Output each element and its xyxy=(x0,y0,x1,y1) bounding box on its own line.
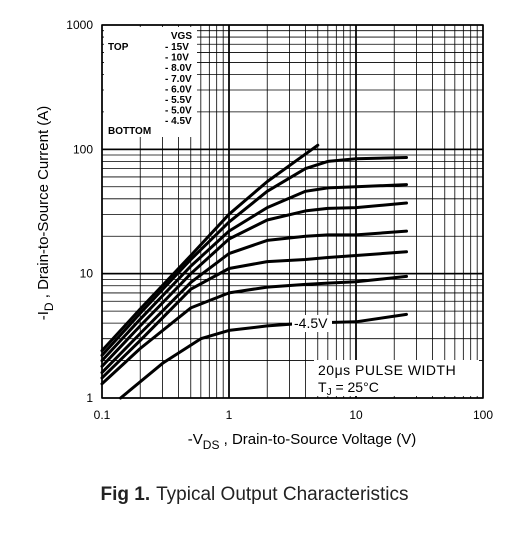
legend-header: VGS xyxy=(171,31,192,42)
y-tick-label: 100 xyxy=(73,142,93,156)
output-characteristics-chart: VGS TOP BOTTOM - 15V- 10V- 8.0V- 7.0V- 6… xyxy=(35,18,494,452)
series-line-8 xyxy=(119,312,408,400)
x-axis-label: -VDS , Drain-to-Source Voltage (V) xyxy=(188,431,416,452)
x-tick-label: 10 xyxy=(349,408,363,422)
x-tick-label: 1 xyxy=(226,408,233,422)
legend-background xyxy=(104,27,197,137)
legend-entry: - 15V xyxy=(165,42,189,53)
y-tick-label: 10 xyxy=(80,267,94,281)
figure-caption: Fig 1. Typical Output Characteristics xyxy=(0,484,509,506)
figure-title: Typical Output Characteristics xyxy=(156,484,409,505)
x-tick-label: 0.1 xyxy=(94,408,111,422)
minor-grid xyxy=(102,25,483,398)
series-line-7 xyxy=(100,274,408,386)
figure-number: Fig 1. xyxy=(100,484,151,505)
legend-entries: - 15V- 10V- 8.0V- 7.0V- 6.0V- 5.5V- 5.0V… xyxy=(165,42,192,127)
legend-entry: - 5.5V xyxy=(165,95,192,106)
x-tick-label: 100 xyxy=(473,408,493,422)
series-line-5 xyxy=(100,229,408,375)
series-group xyxy=(100,143,408,400)
series-line-4 xyxy=(100,201,408,368)
curve-label-background xyxy=(292,315,332,332)
legend-bottom-label: BOTTOM xyxy=(108,126,151,137)
y-tick-label: 1000 xyxy=(66,18,93,32)
annotation-background xyxy=(314,360,479,396)
y-tick-label: 1 xyxy=(86,391,93,405)
x-tick-labels: 0.1 1 10 100 xyxy=(94,408,494,422)
series-line-3 xyxy=(100,183,408,363)
y-axis-label: -ID , Drain-to-Source Current (A) xyxy=(35,106,56,321)
y-tick-labels: 1 10 100 1000 xyxy=(66,18,93,405)
junction-temp-annotation: TJ = 25°C xyxy=(318,379,379,398)
legend-entry: - 6.0V xyxy=(165,84,192,95)
pulse-width-annotation: 20μs PULSE WIDTH xyxy=(318,362,456,378)
legend-entry: - 5.0V xyxy=(165,106,192,117)
legend-entry: - 7.0V xyxy=(165,74,192,85)
legend-entry: - 10V xyxy=(165,53,189,64)
legend-entry: - 4.5V xyxy=(165,116,192,127)
series-line-2 xyxy=(100,156,408,357)
series-line-1 xyxy=(100,143,320,353)
legend-entry: - 8.0V xyxy=(165,63,192,74)
legend-top-label: TOP xyxy=(108,42,129,53)
series-line-6 xyxy=(100,250,408,380)
plot-frame xyxy=(101,24,484,399)
curve-label-4-5v: -4.5V xyxy=(294,315,328,331)
